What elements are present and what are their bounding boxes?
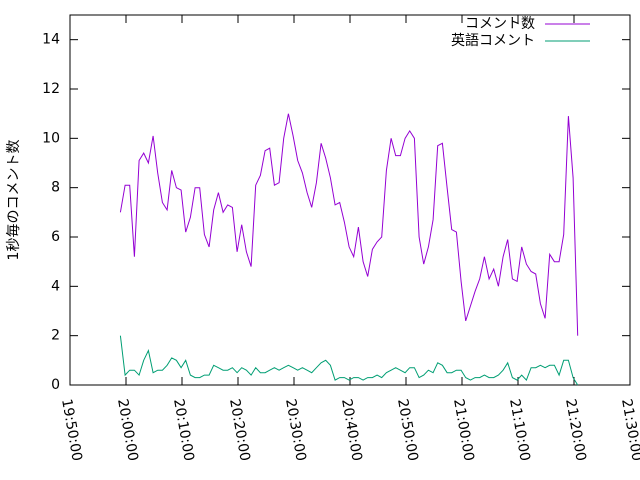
- series-line: [119, 335, 579, 386]
- y-tick-label: 0: [51, 377, 60, 393]
- legend-label: 英語コメント: [451, 32, 535, 49]
- y-tick-label: 4: [51, 278, 60, 294]
- legend-label: コメント数: [465, 16, 535, 32]
- x-tick-label: 20:00:00: [114, 398, 141, 463]
- x-tick-label: 20:10:00: [170, 398, 197, 463]
- plot-border: [69, 14, 631, 386]
- y-tick-label: 8: [51, 180, 60, 196]
- y-tick-label: 10: [42, 130, 60, 146]
- y-tick-label: 6: [51, 229, 60, 245]
- x-tick-label: 19:50:00: [58, 398, 85, 463]
- series-line: [119, 113, 579, 336]
- y-tick-label: 12: [42, 81, 60, 97]
- x-tick-label: 20:30:00: [282, 398, 309, 463]
- x-tick-label: 20:50:00: [394, 398, 421, 463]
- x-tick-label: 20:20:00: [226, 398, 253, 463]
- y-axis-label: 1秒毎のコメント数: [6, 140, 22, 261]
- x-tick-label: 21:10:00: [506, 398, 533, 463]
- x-tick-label: 21:30:00: [618, 398, 640, 463]
- x-tick-label: 20:40:00: [338, 398, 365, 463]
- x-tick-label: 21:00:00: [450, 398, 477, 463]
- y-tick-label: 2: [51, 328, 60, 344]
- x-tick-label: 21:20:00: [562, 398, 589, 463]
- y-tick-label: 14: [42, 32, 60, 48]
